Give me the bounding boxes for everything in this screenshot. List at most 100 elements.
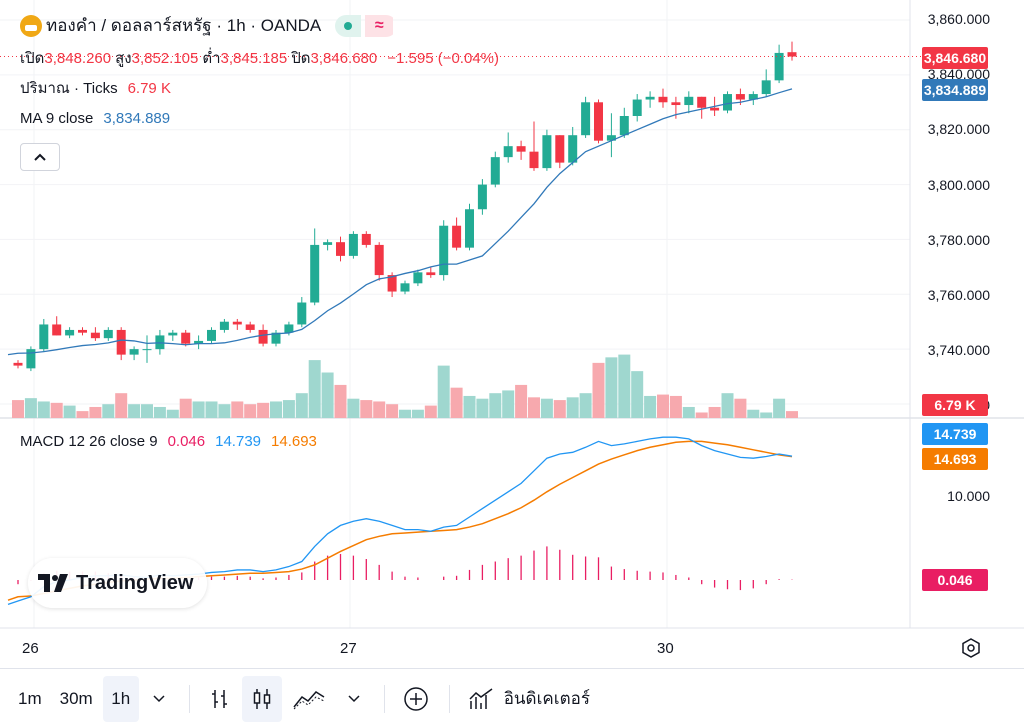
volume-bar (192, 401, 205, 418)
volume-bar (373, 401, 386, 418)
macd-legend[interactable]: MACD 12 26 close 9 0.046 14.739 14.693 (20, 433, 321, 450)
candle-body (400, 283, 410, 292)
volume-legend[interactable]: ปริมาณ · Ticks 6.79 K (20, 76, 175, 100)
candle-body (297, 302, 307, 325)
volume-bar (502, 390, 515, 418)
time-label: 26 (22, 640, 39, 657)
candle-body (52, 324, 62, 336)
volume-bar (760, 412, 773, 418)
ohlc-bars-icon (211, 689, 227, 708)
candle-body (439, 225, 449, 276)
interval-30m-button[interactable]: 30m (59, 688, 93, 708)
candle-body (645, 96, 655, 100)
chevron-down-icon (153, 694, 165, 702)
volume-tag: 6.79 K (922, 394, 988, 416)
volume-bar (360, 400, 373, 418)
candle-body (594, 102, 603, 141)
volume-bar (257, 402, 270, 418)
tradingview-watermark[interactable]: TradingView (28, 558, 208, 608)
symbol-title[interactable]: ทองคำ / ดอลลาร์สหรัฐ · 1h · OANDA (46, 16, 322, 35)
volume-bar (773, 398, 786, 418)
volume-bar (89, 406, 102, 418)
candle-body (581, 102, 591, 136)
volume-bar (734, 398, 747, 418)
candle-body (65, 329, 75, 336)
volume-bar (566, 397, 579, 418)
high-label: สูง (115, 50, 132, 67)
macd-label: MACD 12 26 close 9 (20, 433, 158, 450)
candle-body (735, 94, 745, 100)
volume-bar (553, 400, 566, 418)
ma-9-line (7, 88, 793, 356)
market-status-pill[interactable]: ≈ (335, 14, 397, 37)
axis-settings-icon[interactable] (960, 637, 982, 659)
volume-bar (540, 398, 553, 418)
candle-body (103, 329, 113, 339)
indicators-button[interactable]: อินดิเคเตอร์ (460, 676, 598, 722)
high-value: 3,852.105 (131, 49, 199, 67)
volume-bar (721, 393, 734, 418)
interval-dropdown-button[interactable] (141, 676, 177, 722)
price-tick: 3,820.000 (927, 121, 990, 137)
candle-body (787, 52, 797, 57)
interval-1m-button[interactable]: 1m (18, 688, 42, 708)
indicators-icon (469, 687, 493, 709)
symbol-legend[interactable]: ทองคำ / ดอลลาร์สหรัฐ · 1h · OANDA ≈ (20, 12, 401, 39)
candle-body (194, 340, 204, 344)
time-label: 30 (657, 640, 674, 657)
volume-bar (786, 411, 798, 418)
volume-bar (244, 404, 257, 418)
volume-bar (450, 387, 463, 418)
bar-chart-type-button[interactable] (200, 676, 240, 722)
close-label: ปิด (291, 50, 311, 67)
volume-bar (153, 406, 166, 418)
price-tick: 3,780.000 (927, 232, 990, 248)
candle-body (232, 321, 242, 325)
candle-body (606, 135, 616, 141)
close-value: 3,846.680 (310, 49, 378, 67)
candle-body (336, 242, 345, 256)
candle-body (168, 332, 178, 336)
candle-body (632, 99, 642, 116)
candle-body (465, 209, 474, 248)
candle-body (219, 321, 229, 330)
watermark-text: TradingView (76, 571, 194, 594)
area-chart-icon (293, 690, 325, 709)
candle-body (684, 96, 694, 106)
candle-body (477, 184, 487, 210)
chart-type-dropdown-button[interactable] (336, 676, 372, 722)
macd-hist-value: 0.046 (167, 433, 206, 450)
candle-body (207, 329, 216, 341)
candle-body (181, 332, 191, 344)
candle-body (555, 135, 565, 163)
volume-bar (605, 357, 618, 418)
candle-body (503, 146, 513, 158)
candle-body (452, 225, 462, 248)
volume-bar (218, 404, 231, 418)
collapse-legend-button[interactable] (20, 143, 60, 171)
hist-tag: 0.046 (922, 569, 988, 591)
ma-legend[interactable]: MA 9 close 3,834.889 (20, 110, 174, 127)
area-chart-type-button[interactable] (284, 676, 334, 722)
interval-1h-button[interactable]: 1h (102, 675, 139, 722)
volume-bar (579, 393, 592, 418)
volume-bar (618, 354, 631, 418)
candle-body (271, 332, 281, 344)
candle-chart-type-button[interactable] (241, 675, 282, 722)
candles-icon (253, 688, 270, 709)
volume-bar (631, 371, 644, 418)
chart-canvas[interactable] (0, 0, 1024, 668)
time-label: 27 (340, 640, 357, 657)
ma-label: MA 9 close (20, 110, 94, 127)
candle-body (568, 135, 578, 163)
chevron-up-icon (34, 153, 46, 161)
volume-bar (669, 395, 682, 418)
volume-bar (321, 372, 334, 418)
compare-add-button[interactable] (395, 676, 437, 722)
volume-bar (179, 398, 192, 418)
price-tick: 3,800.000 (927, 177, 990, 193)
volume-bar (308, 360, 321, 418)
candle-body (142, 349, 152, 351)
volume-bar (270, 401, 282, 418)
candle-body (658, 96, 668, 103)
